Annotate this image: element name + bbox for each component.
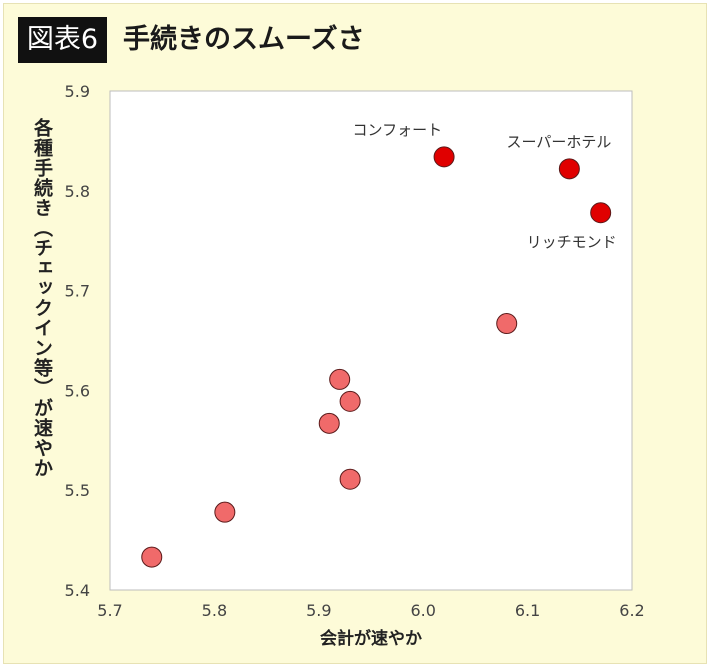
data-point bbox=[318, 412, 340, 434]
x-axis-label: 会計が速やか bbox=[320, 628, 422, 649]
point-label: コンフォート bbox=[353, 121, 443, 139]
highlighted-data-point bbox=[590, 202, 612, 224]
data-point bbox=[141, 546, 163, 568]
x-tick-label: 6.1 bbox=[515, 601, 540, 620]
x-tick-label: 5.7 bbox=[97, 601, 122, 620]
x-tick-label: 6.2 bbox=[619, 601, 644, 620]
data-point bbox=[339, 390, 361, 412]
y-tick-label: 5.4 bbox=[65, 581, 90, 600]
data-point bbox=[496, 313, 518, 335]
point-label: リッチモンド bbox=[527, 233, 617, 251]
y-tick-label: 5.8 bbox=[65, 182, 90, 201]
plot-area bbox=[109, 90, 633, 591]
figure-number-badge: 図表6 bbox=[18, 17, 107, 63]
y-tick-label: 5.5 bbox=[65, 481, 90, 500]
x-tick-label: 5.9 bbox=[306, 601, 331, 620]
x-tick-label: 6.0 bbox=[410, 601, 435, 620]
data-point bbox=[214, 501, 236, 523]
y-tick-label: 5.6 bbox=[65, 381, 90, 400]
x-tick-label: 5.8 bbox=[202, 601, 227, 620]
y-tick-label: 5.7 bbox=[65, 282, 90, 301]
chart-title: 手続きのスムーズさ bbox=[123, 24, 365, 55]
y-axis-ticks: 5.4 5.5 5.6 5.7 5.8 5.9 bbox=[65, 82, 90, 600]
y-axis-label: 各種手続き（チェックイン等）が速やか bbox=[31, 118, 53, 478]
point-label: スーパーホテル bbox=[507, 133, 612, 151]
data-point bbox=[329, 368, 351, 390]
data-points bbox=[141, 146, 612, 568]
data-point bbox=[339, 468, 361, 490]
y-tick-label: 5.9 bbox=[65, 82, 90, 101]
highlighted-data-point bbox=[433, 146, 455, 168]
x-axis-ticks: 5.7 5.8 5.9 6.0 6.1 6.2 bbox=[97, 601, 644, 620]
highlighted-data-point bbox=[558, 158, 580, 180]
